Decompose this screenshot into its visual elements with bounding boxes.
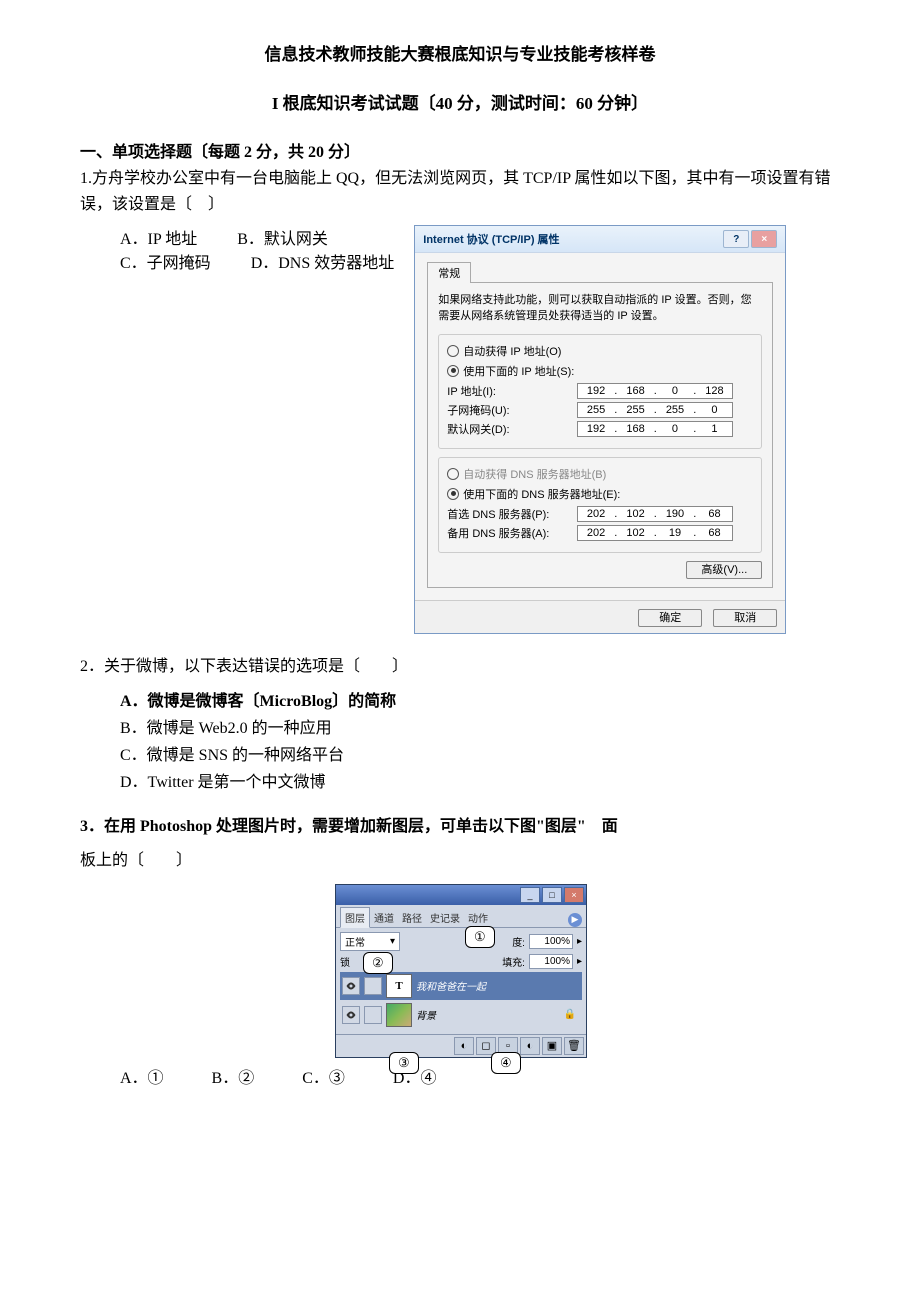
dialog-title: Internet 协议 (TCP/IP) 属性: [423, 231, 559, 247]
ps-opacity-value[interactable]: 100%: [529, 934, 573, 949]
dns2-label: 备用 DNS 服务器(A):: [447, 525, 577, 541]
label-use-ip: 使用下面的 IP 地址(S):: [463, 363, 574, 379]
ps-tab-channels[interactable]: 通道: [370, 908, 398, 927]
mask-label: 子网掩码(U):: [447, 402, 577, 418]
link-icon[interactable]: [364, 1006, 382, 1024]
ps-tab-actions[interactable]: 动作: [464, 908, 492, 927]
label-auto-dns: 自动获得 DNS 服务器地址(B): [463, 466, 606, 482]
ps-layer-text[interactable]: T 我和爸爸在一起: [340, 972, 582, 1000]
ps-tab-history[interactable]: 史记录: [426, 908, 464, 927]
gateway-label: 默认网关(D):: [447, 421, 577, 437]
gateway-input[interactable]: 192.168.0.1: [577, 421, 733, 437]
image-layer-thumb-icon: [386, 1003, 412, 1027]
ps-maximize-icon[interactable]: □: [542, 887, 562, 903]
q1-option-c: C．子网掩码: [120, 249, 211, 273]
callout-2: ②: [363, 952, 393, 974]
ps-layer-1-name: 我和爸爸在一起: [416, 978, 486, 993]
dns1-input[interactable]: 202.102.190.68: [577, 506, 733, 522]
radio-auto-ip[interactable]: [447, 345, 459, 357]
ps-menu-icon[interactable]: ▶: [568, 913, 582, 927]
ps-blend-mode[interactable]: 正常▾: [340, 932, 400, 951]
q2-option-d: D．Twitter 是第一个中文微博: [120, 769, 840, 796]
q2-option-b: B．微博是 Web2.0 的一种应用: [120, 715, 840, 742]
ok-button[interactable]: 确定: [638, 609, 702, 627]
ip-label: IP 地址(I):: [447, 383, 577, 399]
question-3-stem-b: 板上的〔 〕: [80, 848, 840, 874]
ps-minimize-icon[interactable]: _: [520, 887, 540, 903]
ps-fill-value[interactable]: 100%: [529, 954, 573, 969]
q1-option-d: D．DNS 效劳器地址: [251, 249, 395, 273]
doc-subtitle: I 根底知识考试试题〔40 分，测试时间：60 分钟〕: [80, 89, 840, 114]
dialog-note: 如果网络支持此功能，则可以获取自动指派的 IP 设置。否则，您需要从网络系统管理…: [438, 293, 762, 324]
eye-icon[interactable]: [342, 977, 360, 995]
dialog-tab-general[interactable]: 常规: [427, 262, 471, 283]
doc-title: 信息技术教师技能大赛根底知识与专业技能考核样卷: [80, 40, 840, 65]
ps-foot-btn-5[interactable]: ▣: [542, 1037, 562, 1055]
ip-input[interactable]: 192.168.0.128: [577, 383, 733, 399]
ps-tab-layers[interactable]: 图层: [340, 907, 370, 928]
label-auto-ip: 自动获得 IP 地址(O): [463, 343, 561, 359]
q2-option-a: A．微博是微博客〔MicroBlog〕的简称: [120, 688, 840, 715]
q1-option-a: A．IP 地址: [120, 225, 197, 249]
advanced-button[interactable]: 高级(V)...: [686, 561, 762, 579]
ps-foot-btn-1[interactable]: ◐: [454, 1037, 474, 1055]
eye-icon[interactable]: [342, 1006, 360, 1024]
question-1-stem: 1.方舟学校办公室中有一台电脑能上 QQ，但无法浏览网页，其 TCP/IP 属性…: [80, 166, 840, 217]
radio-use-dns[interactable]: [447, 488, 459, 500]
label-use-dns: 使用下面的 DNS 服务器地址(E):: [463, 486, 620, 502]
q1-option-b: B．默认网关: [237, 225, 328, 249]
dns2-input[interactable]: 202.102.19.68: [577, 525, 733, 541]
ps-layer-background[interactable]: 背景 🔒: [340, 1001, 582, 1029]
ps-opacity-label: 度:: [512, 934, 525, 949]
link-icon[interactable]: [364, 977, 382, 995]
question-2-stem: 2．关于微博，以下表达错误的选项是〔 〕: [80, 654, 840, 680]
callout-4: ④: [491, 1052, 521, 1074]
q3-options: A．① B．② C．③ D．④: [120, 1064, 840, 1088]
mask-input[interactable]: 255.255.255.0: [577, 402, 733, 418]
ps-foot-btn-6[interactable]: 🗑: [564, 1037, 584, 1055]
q2-option-c: C．微博是 SNS 的一种网络平台: [120, 742, 840, 769]
callout-1: ①: [465, 926, 495, 948]
lock-icon: 🔒: [564, 1009, 576, 1020]
dns1-label: 首选 DNS 服务器(P):: [447, 506, 577, 522]
ps-close-icon[interactable]: ×: [564, 887, 584, 903]
question-3-stem-a: 3．在用 Photoshop 处理图片时，需要增加新图层，可单击以下图"图层" …: [80, 814, 840, 840]
ps-foot-btn-4[interactable]: ◐: [520, 1037, 540, 1055]
ps-lock-label: 锁: [340, 954, 350, 969]
radio-auto-dns: [447, 468, 459, 480]
tcpip-dialog: Internet 协议 (TCP/IP) 属性 ? × 常规 如果网络支持此功能…: [414, 225, 786, 634]
ps-fill-label: 填充:: [502, 954, 525, 969]
ps-foot-btn-2[interactable]: ◻: [476, 1037, 496, 1055]
dialog-close-button[interactable]: ×: [751, 230, 777, 248]
section-1-heading: 一、单项选择题〔每题 2 分，共 20 分〕: [80, 138, 840, 162]
ps-tab-paths[interactable]: 路径: [398, 908, 426, 927]
dialog-help-button[interactable]: ?: [723, 230, 749, 248]
callout-3: ③: [389, 1052, 419, 1074]
text-layer-thumb-icon: T: [386, 974, 412, 998]
radio-use-ip[interactable]: [447, 365, 459, 377]
cancel-button[interactable]: 取消: [713, 609, 777, 627]
ps-layer-2-name: 背景: [416, 1007, 436, 1022]
